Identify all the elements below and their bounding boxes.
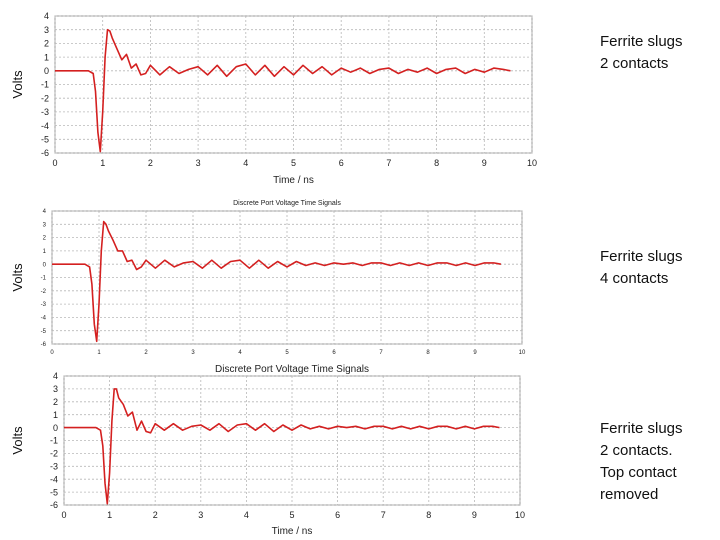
chart-title: Discrete Port Voltage Time Signals	[215, 364, 369, 375]
x-axis-label: Time / ns	[272, 526, 313, 537]
y-tick-label: 1	[44, 52, 49, 62]
y-axis-label: Volts	[10, 70, 25, 99]
y-tick-label: -1	[41, 80, 49, 90]
panel-label-3-line-3: Top contact	[600, 464, 677, 481]
y-tick-label: 0	[43, 262, 47, 268]
x-tick-label: 8	[426, 350, 430, 356]
series-line	[55, 28, 511, 153]
series-line	[64, 388, 500, 505]
y-tick-label: -6	[50, 500, 58, 510]
y-tick-label: -2	[50, 449, 58, 459]
y-tick-label: 3	[43, 222, 47, 228]
x-tick-label: 3	[191, 350, 195, 356]
panel-label-3-line-2: 2 contacts.	[600, 442, 673, 459]
x-tick-label: 5	[289, 510, 294, 520]
y-tick-label: -4	[41, 316, 47, 322]
panel-label-2-line-2: 4 contacts	[600, 270, 669, 287]
x-tick-label: 2	[153, 510, 158, 520]
y-tick-label: -4	[50, 474, 58, 484]
x-axis-label: Time / ns	[273, 175, 314, 186]
y-tick-label: -6	[41, 342, 47, 348]
y-tick-label: 4	[43, 209, 47, 215]
y-tick-label: -1	[41, 276, 47, 282]
panel-label-2: Ferrite slugs 4 contacts	[600, 246, 715, 290]
y-tick-label: -3	[50, 461, 58, 471]
y-tick-label: -5	[50, 487, 58, 497]
x-tick-label: 3	[198, 510, 203, 520]
y-tick-label: 1	[43, 249, 47, 255]
x-tick-label: 4	[244, 510, 249, 520]
x-tick-label: 6	[339, 158, 344, 168]
y-tick-label: 3	[53, 384, 58, 394]
x-tick-label: 2	[144, 350, 148, 356]
plot-area	[51, 210, 523, 345]
x-tick-label: 8	[434, 158, 439, 168]
y-tick-label: -4	[41, 121, 49, 131]
y-tick-label: -1	[50, 436, 58, 446]
x-tick-label: 7	[386, 158, 391, 168]
x-tick-label: 9	[482, 158, 487, 168]
x-tick-label: 6	[335, 510, 340, 520]
y-tick-label: 1	[53, 410, 58, 420]
y-tick-label: 4	[53, 371, 58, 381]
x-tick-label: 8	[426, 510, 431, 520]
y-tick-label: -5	[41, 329, 47, 335]
y-tick-label: -2	[41, 289, 47, 295]
x-tick-label: 5	[291, 158, 296, 168]
x-tick-label: 1	[97, 350, 101, 356]
x-tick-label: 0	[50, 350, 54, 356]
x-tick-label: 5	[285, 350, 289, 356]
panel-label-1: Ferrite slugs 2 contacts	[600, 31, 715, 75]
x-tick-label: 0	[52, 158, 57, 168]
panel-label-2-line-1: Ferrite slugs	[600, 248, 683, 265]
series-line	[52, 220, 502, 343]
x-tick-label: 7	[381, 510, 386, 520]
y-axis-label: Volts	[10, 426, 25, 455]
y-tick-label: 4	[44, 11, 49, 21]
x-tick-label: 2	[148, 158, 153, 168]
x-tick-label: 7	[379, 350, 383, 356]
x-tick-label: 10	[519, 350, 526, 356]
x-tick-label: 10	[527, 158, 537, 168]
y-tick-label: -3	[41, 302, 47, 308]
x-tick-label: 4	[243, 158, 248, 168]
y-tick-label: 2	[43, 236, 47, 242]
chart-title: Discrete Port Voltage Time Signals	[233, 200, 341, 207]
y-tick-label: -3	[41, 107, 49, 117]
y-tick-label: -5	[41, 134, 49, 144]
panel-label-3: Ferrite slugs 2 contacts. Top contact re…	[600, 418, 715, 506]
x-tick-label: 1	[107, 510, 112, 520]
x-tick-label: 6	[332, 350, 336, 356]
y-axis-label: Volts	[10, 263, 25, 292]
x-tick-label: 9	[472, 510, 477, 520]
panel-label-3-line-1: Ferrite slugs	[600, 420, 683, 437]
x-tick-label: 10	[515, 510, 525, 520]
x-tick-label: 1	[100, 158, 105, 168]
y-tick-label: -6	[41, 148, 49, 158]
x-tick-label: 3	[196, 158, 201, 168]
y-tick-label: 0	[53, 423, 58, 433]
x-tick-label: 0	[61, 510, 66, 520]
x-tick-label: 9	[473, 350, 477, 356]
panel-label-3-line-4: removed	[600, 486, 659, 503]
y-tick-label: 0	[44, 66, 49, 76]
y-tick-label: 2	[53, 397, 58, 407]
y-tick-label: 2	[44, 39, 49, 49]
y-tick-label: 3	[44, 25, 49, 35]
panel-label-1-line-1: Ferrite slugs	[600, 33, 683, 50]
panel-label-1-line-2: 2 contacts	[600, 55, 669, 72]
x-tick-label: 4	[238, 350, 242, 356]
y-tick-label: -2	[41, 93, 49, 103]
